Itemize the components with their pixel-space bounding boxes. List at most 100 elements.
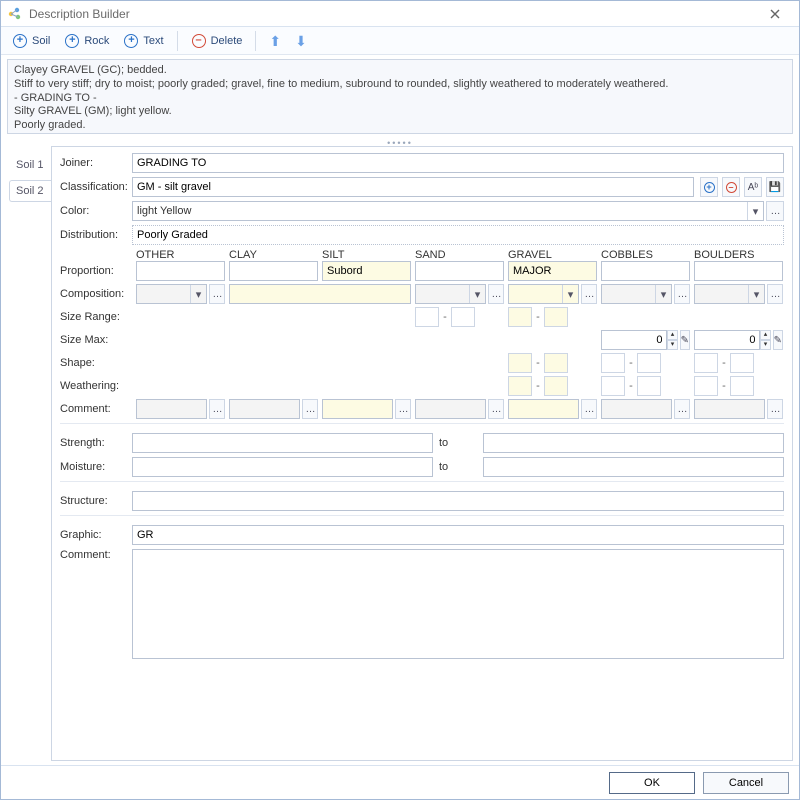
- size-max-cobbles-edit[interactable]: ✎: [680, 330, 690, 350]
- composition-boulders-more[interactable]: …: [767, 284, 783, 304]
- proportion-boulders[interactable]: [694, 261, 783, 281]
- proportion-other[interactable]: [136, 261, 225, 281]
- composition-sand-combo[interactable]: ▾: [415, 284, 486, 304]
- form-body: Soil 1 Soil 2 Joiner: Classification: + …: [1, 146, 799, 765]
- comment-textarea[interactable]: [132, 549, 784, 659]
- color-more-button[interactable]: …: [766, 201, 784, 221]
- shape-cobbles-from[interactable]: [601, 353, 625, 373]
- comment-boulders-more[interactable]: …: [767, 399, 783, 419]
- size-max-cobbles[interactable]: [601, 330, 667, 350]
- weathering-boulders-from[interactable]: [694, 376, 718, 396]
- shape-boulders-to[interactable]: [730, 353, 754, 373]
- classification-save-button[interactable]: 💾: [766, 177, 784, 197]
- spin-down-icon[interactable]: ▾: [667, 340, 677, 350]
- comment-gravel-more[interactable]: …: [581, 399, 597, 419]
- proportion-gravel[interactable]: [508, 261, 597, 281]
- moisture-to-input[interactable]: [483, 457, 784, 477]
- window-title: Description Builder: [29, 7, 130, 21]
- comment-silt[interactable]: [322, 399, 393, 419]
- size-range-gravel-from[interactable]: [508, 307, 532, 327]
- comment-boulders[interactable]: [694, 399, 765, 419]
- classification-remove-button[interactable]: –: [722, 177, 740, 197]
- size-range-sand-from[interactable]: [415, 307, 439, 327]
- comment-clay-more[interactable]: …: [302, 399, 318, 419]
- description-builder-window: Description Builder + Soil + Rock + Text…: [0, 0, 800, 800]
- size-max-cobbles-spin[interactable]: ▴▾: [601, 330, 678, 350]
- graphic-input[interactable]: [132, 525, 784, 545]
- composition-gravel-combo[interactable]: ▾: [508, 284, 579, 304]
- comment-cobbles[interactable]: [601, 399, 672, 419]
- moisture-label: Moisture:: [60, 461, 132, 473]
- joiner-input[interactable]: [132, 153, 784, 173]
- classification-add-button[interactable]: +: [700, 177, 718, 197]
- shape-label: Shape:: [60, 357, 132, 369]
- comment-sand-more[interactable]: …: [488, 399, 504, 419]
- weathering-cobbles-from[interactable]: [601, 376, 625, 396]
- comment-cobbles-more[interactable]: …: [674, 399, 690, 419]
- color-value: light Yellow: [137, 205, 191, 217]
- composition-cobbles-combo[interactable]: ▾: [601, 284, 672, 304]
- move-down-button[interactable]: ⬇: [290, 31, 312, 51]
- classification-text-button[interactable]: Aᵇ: [744, 177, 762, 197]
- proportion-silt[interactable]: [322, 261, 411, 281]
- color-combo[interactable]: light Yellow ▾: [132, 201, 764, 221]
- strength-from-input[interactable]: [132, 433, 433, 453]
- composition-cobbles-more[interactable]: …: [674, 284, 690, 304]
- size-range-gravel-to[interactable]: [544, 307, 568, 327]
- size-max-boulders[interactable]: [694, 330, 760, 350]
- comment-gravel[interactable]: [508, 399, 579, 419]
- moisture-to-label: to: [433, 461, 483, 473]
- proportion-sand[interactable]: [415, 261, 504, 281]
- graphic-label: Graphic:: [60, 529, 132, 541]
- comment-other-more[interactable]: …: [209, 399, 225, 419]
- comment-sand[interactable]: [415, 399, 486, 419]
- ellipsis-icon: …: [771, 289, 780, 300]
- tab-soil-2[interactable]: Soil 2: [9, 180, 51, 202]
- strength-to-input[interactable]: [483, 433, 784, 453]
- composition-gravel-more[interactable]: …: [581, 284, 597, 304]
- delete-button[interactable]: – Delete: [186, 30, 248, 52]
- weathering-boulders-to[interactable]: [730, 376, 754, 396]
- structure-input[interactable]: [132, 491, 784, 511]
- add-rock-button[interactable]: + Rock: [59, 30, 114, 52]
- shape-cobbles-to[interactable]: [637, 353, 661, 373]
- shape-gravel-from[interactable]: [508, 353, 532, 373]
- size-max-boulders-edit[interactable]: ✎: [773, 330, 783, 350]
- spin-up-icon[interactable]: ▴: [667, 330, 677, 340]
- classification-input[interactable]: [132, 177, 694, 197]
- composition-boulders-combo[interactable]: ▾: [694, 284, 765, 304]
- close-button[interactable]: [757, 1, 793, 26]
- add-soil-button[interactable]: + Soil: [7, 30, 55, 52]
- splitter-grip[interactable]: •••••: [1, 138, 799, 146]
- distribution-input[interactable]: [132, 225, 784, 245]
- composition-other-combo[interactable]: ▾: [136, 284, 207, 304]
- ellipsis-icon: …: [585, 404, 594, 415]
- move-up-button[interactable]: ⬆: [264, 31, 286, 51]
- moisture-from-input[interactable]: [132, 457, 433, 477]
- composition-clay-silt[interactable]: [229, 284, 411, 304]
- col-other: OTHER: [132, 249, 225, 261]
- size-range-sand-to[interactable]: [451, 307, 475, 327]
- spin-up-icon[interactable]: ▴: [760, 330, 770, 340]
- add-text-button[interactable]: + Text: [118, 30, 168, 52]
- classification-label: Classification:: [60, 181, 132, 193]
- weathering-gravel-from[interactable]: [508, 376, 532, 396]
- composition-sand-more[interactable]: …: [488, 284, 504, 304]
- proportion-clay[interactable]: [229, 261, 318, 281]
- spin-down-icon[interactable]: ▾: [760, 340, 770, 350]
- comment-other[interactable]: [136, 399, 207, 419]
- cancel-button[interactable]: Cancel: [703, 772, 789, 794]
- size-max-boulders-spin[interactable]: ▴▾: [694, 330, 771, 350]
- tab-soil-1[interactable]: Soil 1: [9, 154, 51, 176]
- shape-gravel-to[interactable]: [544, 353, 568, 373]
- ok-button[interactable]: OK: [609, 772, 695, 794]
- chevron-down-icon: ▾: [469, 285, 485, 303]
- chevron-down-icon: ▾: [655, 285, 671, 303]
- composition-other-more[interactable]: …: [209, 284, 225, 304]
- weathering-gravel-to[interactable]: [544, 376, 568, 396]
- comment-silt-more[interactable]: …: [395, 399, 411, 419]
- weathering-cobbles-to[interactable]: [637, 376, 661, 396]
- comment-clay[interactable]: [229, 399, 300, 419]
- proportion-cobbles[interactable]: [601, 261, 690, 281]
- shape-boulders-from[interactable]: [694, 353, 718, 373]
